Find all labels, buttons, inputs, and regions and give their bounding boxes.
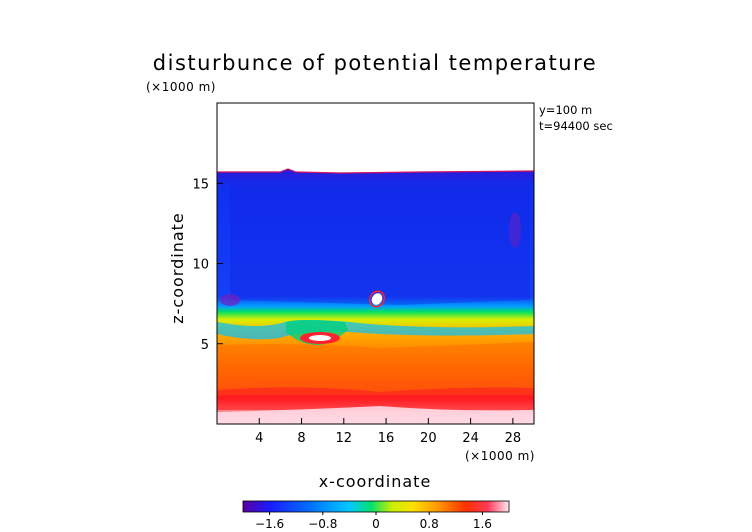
y-unit-label: (×1000 m) — [146, 80, 216, 94]
y-tick-label: 5 — [201, 338, 209, 353]
heatmap-field — [217, 168, 534, 424]
x-tick-label: 24 — [462, 431, 479, 446]
y-tick-label: 15 — [192, 177, 209, 192]
x-tick-label: 12 — [336, 431, 353, 446]
colorbar-tick-label: 0 — [372, 517, 380, 531]
x-tick-label: 4 — [255, 431, 263, 446]
annotation-y: y=100 m — [539, 103, 592, 117]
y-tick-label: 10 — [192, 258, 209, 273]
x-unit-label: (×1000 m) — [465, 449, 535, 463]
annotation-t: t=94400 sec — [539, 119, 613, 133]
y-axis: 5 10 15 — [192, 177, 223, 353]
x-axis-label: x-coordinate — [319, 472, 432, 491]
top-boundary — [217, 168, 534, 174]
colorbar-tick-label: 1.6 — [473, 517, 492, 531]
warm-spot — [371, 293, 383, 305]
x-tick-label: 8 — [297, 431, 305, 446]
cold-patch-right — [509, 212, 521, 248]
x-tick-label: 28 — [505, 431, 522, 446]
warm-lens-core — [309, 335, 331, 341]
x-tick-label: 16 — [378, 431, 395, 446]
cold-core — [230, 185, 530, 305]
colorbar-ticks: −1.6 −0.8 0 0.8 1.6 — [255, 512, 492, 531]
surface-band — [217, 406, 534, 424]
colorbar-tick-label: −0.8 — [308, 517, 337, 531]
colorbar-tick-label: 0.8 — [420, 517, 439, 531]
hot-band — [217, 387, 534, 410]
x-tick-label: 20 — [420, 431, 437, 446]
x-axis: 4 8 12 16 20 24 28 — [255, 418, 521, 446]
warm-layer — [217, 342, 534, 395]
colorbar — [242, 500, 510, 513]
y-axis-label: z-coordinate — [168, 212, 187, 324]
cold-patch-left — [220, 294, 240, 306]
colorbar-tick-label: −1.6 — [255, 517, 284, 531]
chart-title: disturbunce of potential temperature — [153, 51, 597, 75]
warm-spot-rim — [368, 290, 386, 308]
